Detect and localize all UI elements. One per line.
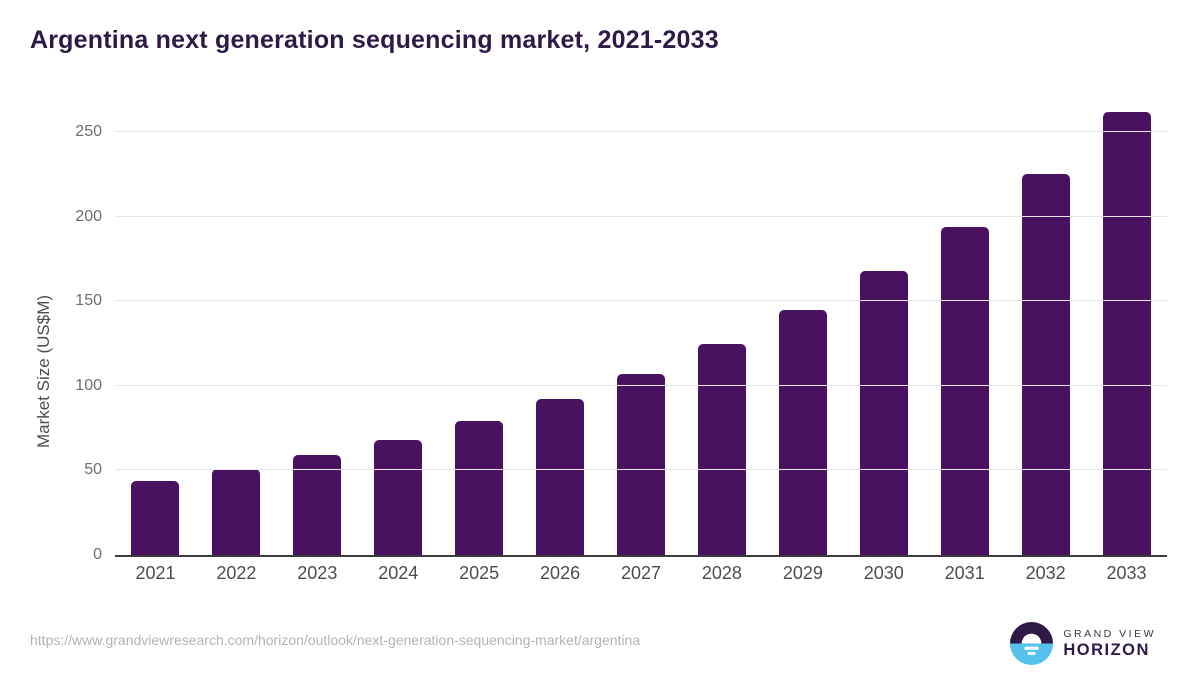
bar-slot <box>277 110 358 555</box>
x-tick-label: 2023 <box>297 563 338 583</box>
x-tick-label: 2022 <box>216 563 257 583</box>
bar-slot <box>520 110 601 555</box>
bar-slot <box>196 110 277 555</box>
x-tick-label: 2029 <box>782 563 823 583</box>
y-tick-label: 50 <box>84 461 102 479</box>
plot-area: 0 50 100 150 200 250 <box>75 110 1167 563</box>
bar-slot <box>762 110 843 555</box>
bar-slot <box>115 110 196 555</box>
y-tick-label: 0 <box>93 546 102 563</box>
y-tick-label: 100 <box>75 376 102 394</box>
bar-2033 <box>1102 111 1151 555</box>
bar-2026 <box>536 399 585 555</box>
logo-text: GRAND VIEW HORIZON <box>1063 628 1156 660</box>
x-tick-label: 2025 <box>459 563 500 583</box>
bar-slot <box>843 110 924 555</box>
horizon-logo-icon <box>1010 622 1054 665</box>
gridline <box>115 300 1167 302</box>
y-tick-label: 150 <box>75 292 102 310</box>
y-tick-label: 250 <box>75 123 102 140</box>
bar-2025 <box>455 421 504 555</box>
gridline <box>115 384 1167 386</box>
bar-slot <box>358 110 439 555</box>
bar-slot <box>924 110 1005 555</box>
x-tick-label: 2024 <box>378 563 419 583</box>
bars-container <box>115 110 1167 555</box>
bar-2028 <box>697 343 746 555</box>
chart-title: Argentina next generation sequencing mar… <box>30 26 719 54</box>
gridline <box>115 469 1167 471</box>
y-axis-title: Market Size (US$M) <box>34 294 53 448</box>
bar-2024 <box>374 439 423 555</box>
x-tick-label: 2028 <box>701 563 742 583</box>
bar-slot <box>1086 110 1167 555</box>
gridline <box>115 131 1167 132</box>
x-tick-label: 2021 <box>135 563 176 583</box>
logo-text-horizon: HORIZON <box>1063 640 1150 659</box>
bar-2023 <box>293 455 342 555</box>
bar-2029 <box>778 309 827 555</box>
x-axis-labels: 2021 2022 2023 2024 2025 2026 2027 2028 2029 2030… <box>115 563 1167 584</box>
x-tick-label: 2033 <box>1106 563 1147 583</box>
x-tick-label: 2027 <box>620 563 662 583</box>
bar-2030 <box>859 270 908 555</box>
bar-2027 <box>616 373 665 555</box>
bar-slot <box>1005 110 1086 555</box>
x-tick-label: 2030 <box>863 563 904 583</box>
source-url: https://www.grandviewresearch.com/horizo… <box>30 632 641 648</box>
bar-2032 <box>1021 174 1070 555</box>
x-tick-label: 2031 <box>944 563 985 583</box>
x-tick-label: 2026 <box>540 563 581 583</box>
bar-2021 <box>131 480 180 555</box>
bar-slot <box>681 110 762 555</box>
logo-text-grand-view: GRAND VIEW <box>1063 627 1156 640</box>
bar-2022 <box>212 468 261 555</box>
bar-slot <box>601 110 682 555</box>
y-tick-label: 200 <box>75 207 102 225</box>
x-tick-label: 2032 <box>1025 563 1066 583</box>
bar-2031 <box>940 226 989 555</box>
gridline <box>115 215 1167 217</box>
grand-view-horizon-logo: GRAND VIEW HORIZON <box>1010 622 1156 665</box>
bar-slot <box>439 110 520 555</box>
